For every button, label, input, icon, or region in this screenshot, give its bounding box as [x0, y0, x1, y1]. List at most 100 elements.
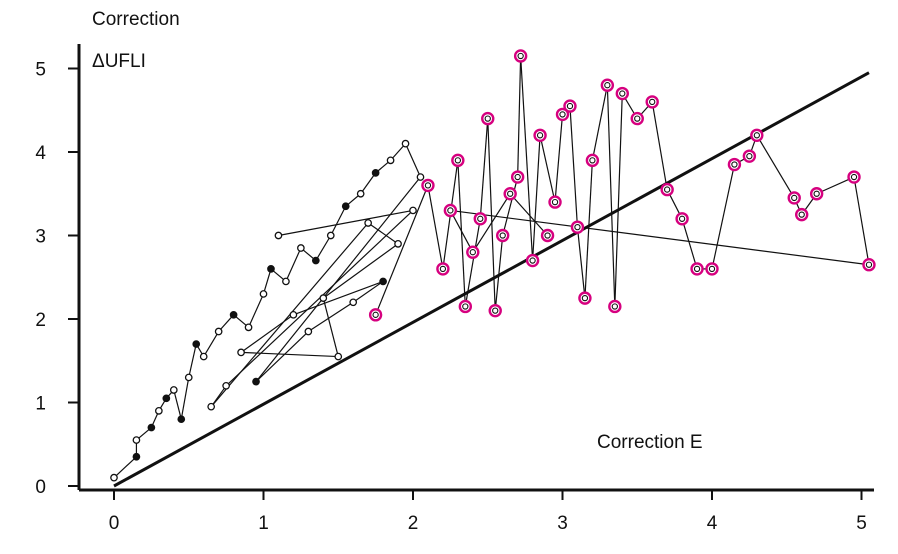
highlight-core [753, 132, 760, 139]
filled-data-point [371, 169, 380, 177]
highlighted-data-point [578, 291, 592, 305]
filled-data-point [147, 423, 156, 432]
highlight-connection-line [517, 55, 522, 178]
y-tick-label: 4 [35, 143, 46, 164]
highlight-connection-line [494, 235, 504, 311]
highlighted-data-point [473, 212, 487, 226]
cluster-connection-line [188, 343, 197, 378]
open-data-point [401, 139, 410, 148]
y-tick-label: 5 [35, 60, 46, 81]
axes [77, 44, 874, 492]
highlight-core [791, 194, 798, 202]
open-data-point [364, 219, 372, 227]
highlight-core [589, 157, 596, 164]
highlighted-data-point [458, 299, 473, 314]
cluster-connection-line [248, 293, 265, 328]
highlight-core [559, 111, 566, 118]
highlight-connection-line [681, 218, 698, 270]
filled-data-point [162, 394, 171, 403]
open-data-point [289, 310, 298, 319]
open-data-point [356, 189, 365, 198]
highlight-connection-line [520, 55, 534, 261]
highlighted-data-point [600, 78, 615, 92]
cluster-connection-line [262, 268, 272, 295]
highlight-connection-line [756, 134, 795, 199]
highlight-connection-line [472, 193, 511, 253]
highlighted-data-point [787, 191, 801, 205]
open-data-point [259, 290, 268, 298]
filled-data-point [252, 377, 260, 386]
cluster-connection-line [360, 172, 377, 195]
highlighted-data-point [513, 49, 528, 63]
open-data-point [319, 294, 328, 302]
highlight-core [544, 232, 551, 239]
cluster-connection-line [367, 222, 399, 245]
open-data-point [199, 352, 208, 361]
y-axis-label-line2: ΔUFLI [92, 51, 146, 72]
highlighted-data-point [608, 299, 622, 314]
highlight-core [447, 207, 454, 214]
highlight-core [865, 261, 873, 268]
highlighted-data-point [795, 207, 809, 222]
x-tick-label: 2 [408, 513, 419, 534]
open-data-point [416, 173, 425, 181]
highlight-connection-line [711, 164, 736, 270]
highlight-connection-line [569, 106, 579, 228]
highlight-core [566, 102, 574, 110]
highlight-connection-line [816, 176, 855, 195]
highlighted-data-point [645, 95, 659, 109]
highlight-connection-line [449, 210, 474, 253]
highlighted-data-point [847, 170, 861, 184]
open-data-point [409, 206, 417, 215]
highlight-core [514, 173, 521, 181]
highlight-core [581, 294, 589, 302]
highlight-core [798, 211, 805, 218]
highlight-connection-line [539, 135, 556, 203]
open-data-point [155, 406, 163, 415]
highlight-connection-line [502, 176, 519, 236]
open-data-point [326, 231, 335, 240]
highlight-connection-line [509, 193, 548, 236]
highlight-core [619, 90, 626, 97]
highlight-connection-line [487, 118, 496, 311]
highlight-connection-line [450, 209, 870, 266]
highlight-core [693, 265, 701, 273]
cluster-connection-line [278, 209, 414, 237]
cluster-connection-line [180, 377, 190, 420]
cluster-connection-line [285, 247, 302, 282]
highlighted-data-point [675, 212, 689, 226]
highlighted-data-point [481, 111, 495, 126]
filled-data-point [177, 415, 186, 424]
highlighted-data-point [510, 170, 525, 184]
cluster-connection-line [113, 456, 137, 479]
highlighted-data-point [809, 187, 824, 201]
open-data-point [214, 327, 223, 336]
open-data-point [349, 298, 358, 307]
highlight-connection-line [375, 185, 429, 316]
open-data-point [334, 352, 343, 361]
highlighted-data-point [451, 153, 465, 168]
tick-marks [68, 67, 863, 500]
highlight-core [507, 190, 514, 197]
highlight-core [529, 257, 536, 264]
highlight-core [499, 232, 506, 239]
highlighted-data-point [488, 303, 502, 318]
cluster-connection-line [352, 280, 384, 303]
data-points [110, 49, 876, 482]
open-data-point [110, 473, 118, 482]
highlight-connection-line [651, 101, 668, 190]
highlight-connection-line [614, 93, 623, 307]
highlighted-data-point [540, 228, 555, 243]
filled-data-point [267, 265, 275, 273]
highlighted-data-point [466, 245, 480, 259]
cluster-connection-line [210, 385, 227, 408]
highlighted-data-point [443, 203, 458, 218]
open-data-point [244, 323, 253, 332]
highlight-core [469, 249, 476, 256]
open-data-point [207, 402, 216, 411]
open-data-point [274, 231, 283, 240]
highlight-connection-line [532, 135, 541, 261]
highlighted-data-point [563, 99, 577, 113]
y-tick-label: 0 [35, 477, 46, 498]
highlighted-data-point [436, 262, 450, 276]
